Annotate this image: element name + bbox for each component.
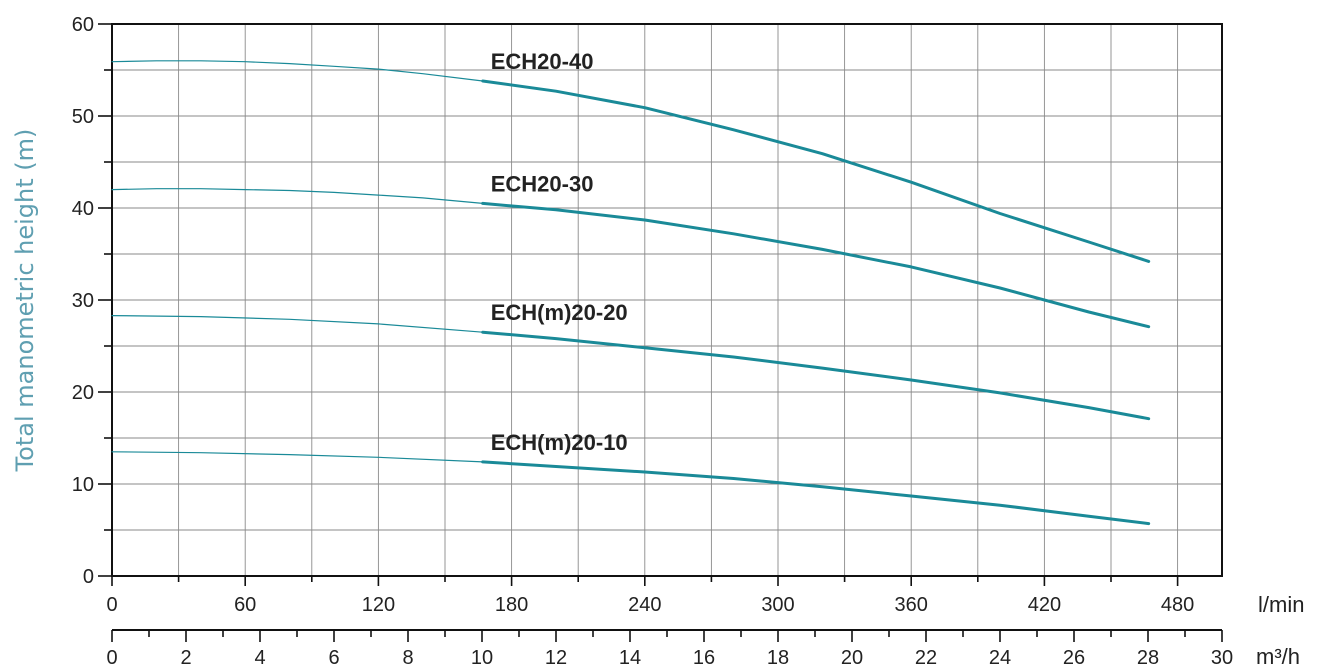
series-label: ECH(m)20-20 [491, 300, 628, 325]
y-tick-label: 0 [83, 566, 94, 588]
x2-tick-label: 30 [1211, 647, 1233, 668]
y-tick-label: 20 [72, 382, 94, 404]
grid [112, 24, 1222, 576]
x-tick-label: 420 [1028, 594, 1061, 616]
axes [98, 23, 1223, 642]
x-axis-unit-m3h: m³/h [1256, 644, 1300, 668]
series-line-thin [111, 315, 484, 333]
x2-tick-label: 16 [693, 647, 715, 668]
x2-tick-label: 6 [328, 647, 339, 668]
series-label: ECH20-40 [491, 49, 594, 74]
x2-tick-label: 20 [841, 647, 863, 668]
x2-tick-label: 8 [402, 647, 413, 668]
series-line-thin [111, 451, 484, 463]
x-tick-label: 240 [628, 594, 661, 616]
x2-tick-label: 12 [545, 647, 567, 668]
series-line-thick [481, 201, 1151, 329]
y-tick-label: 40 [72, 198, 94, 220]
y-tick-label: 50 [72, 106, 94, 128]
series-line-thick [481, 330, 1151, 421]
x-tick-label: 480 [1161, 594, 1194, 616]
x-tick-label: 300 [761, 594, 794, 616]
x-tick-label: 360 [895, 594, 928, 616]
x-tick-label: 180 [495, 594, 528, 616]
series-labels: ECH20-40 ECH20-30 ECH(m)20-20 ECH(m)20-10 [491, 49, 628, 455]
x2-tick-label: 28 [1137, 647, 1159, 668]
y-tick-label: 10 [72, 474, 94, 496]
y-tick-label: 60 [72, 14, 94, 36]
x-tick-label: 60 [234, 594, 256, 616]
x2-tick-label: 10 [471, 647, 493, 668]
series-line-thick [481, 79, 1151, 263]
x2-tick-label: 22 [915, 647, 937, 668]
x2-tick-label: 0 [106, 647, 117, 668]
series-label: ECH(m)20-10 [491, 430, 628, 455]
y-axis-title: Total manometric height (m) [11, 129, 39, 473]
x-tick-label: 0 [106, 594, 117, 616]
series-line-thin [111, 188, 484, 204]
x-tick-label: 120 [362, 594, 395, 616]
x2-tick-label: 24 [989, 647, 1011, 668]
x2-tick-label: 14 [619, 647, 641, 668]
series-line-thick [481, 460, 1151, 526]
y-tick-label: 30 [72, 290, 94, 312]
x2-tick-label: 2 [180, 647, 191, 668]
x2-tick-label: 26 [1063, 647, 1085, 668]
x-axis-unit-lmin: l/min [1258, 592, 1304, 617]
x2-tick-label: 18 [767, 647, 789, 668]
series-label: ECH20-30 [491, 171, 594, 196]
series-lines [111, 60, 1151, 526]
x2-tick-label: 4 [254, 647, 265, 668]
series-line-thin [111, 60, 484, 82]
